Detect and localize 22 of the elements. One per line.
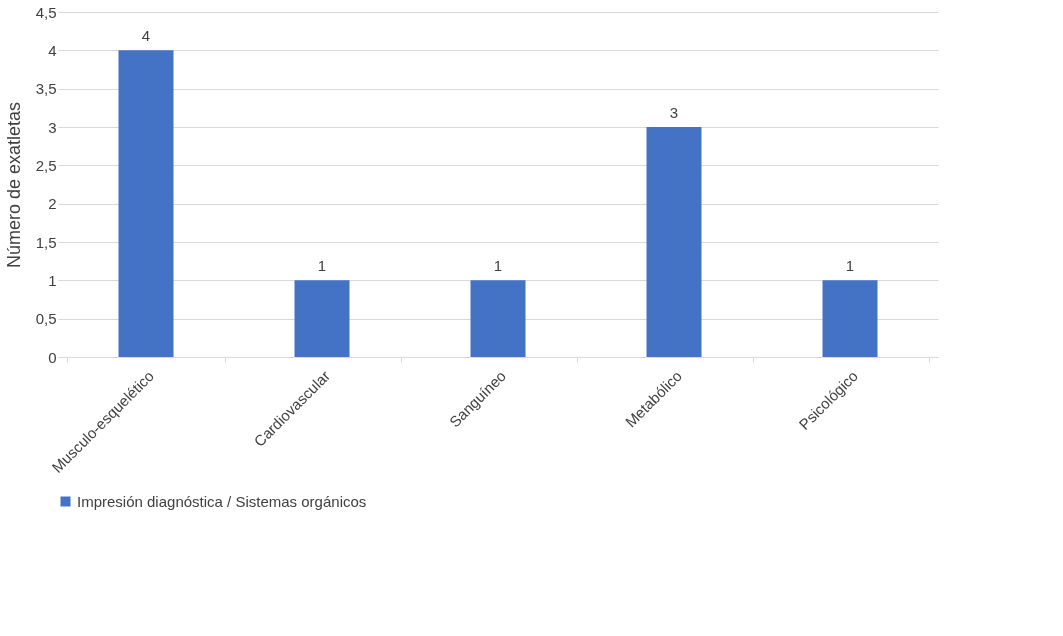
data-label: 4 [141, 27, 151, 45]
y-tick-label: 1,5 [35, 233, 57, 251]
y-tick-label: 1 [48, 271, 57, 289]
y-tick-label: 2 [48, 195, 57, 213]
data-label: 3 [669, 104, 679, 121]
legend-label: Impresión diagnóstica / Sistemas orgánicos [77, 492, 367, 510]
bar [646, 127, 702, 357]
y-tick-label: 0,5 [35, 310, 57, 328]
y-tick-label: 4,5 [35, 3, 57, 21]
data-label: 1 [317, 257, 327, 275]
bar [118, 50, 174, 357]
y-tick-label: 0 [48, 348, 57, 366]
data-label: 1 [845, 257, 855, 275]
bar [822, 280, 878, 357]
y-tick-label: 4 [48, 41, 57, 59]
y-tick-label: 3,5 [35, 80, 57, 98]
bar [294, 280, 350, 357]
y-tick-label: 3 [48, 118, 57, 136]
data-label: 1 [493, 257, 503, 275]
y-tick-label: 2,5 [35, 156, 57, 174]
bar [470, 280, 526, 357]
y-axis-title: Número de exatletas [3, 101, 24, 269]
